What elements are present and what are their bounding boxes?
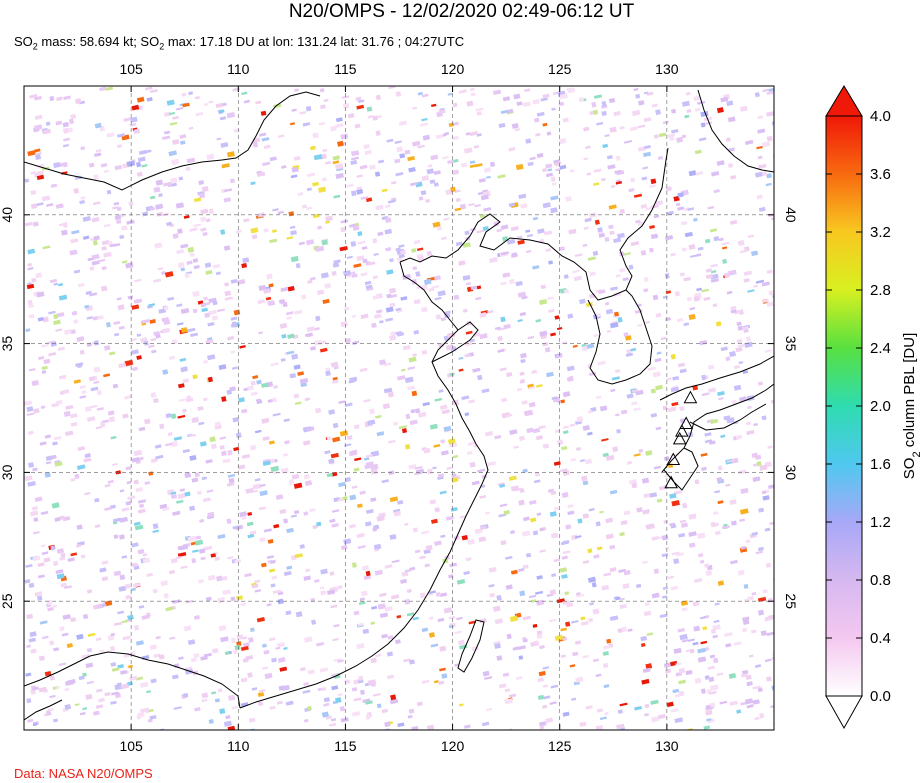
lon-tick-label-bottom: 115 xyxy=(334,738,357,754)
colorbar-tick-label: 0.8 xyxy=(870,572,891,589)
map-subtitle: SO2 mass: 58.694 kt; SO2 max: 17.18 DU a… xyxy=(14,34,465,52)
colorbar-tick-label: 2.8 xyxy=(870,282,891,299)
coastlines xyxy=(24,89,774,721)
lon-tick-label-top: 115 xyxy=(334,61,357,77)
map-background xyxy=(24,86,774,730)
lon-tick-label-bottom: 125 xyxy=(548,738,572,754)
colorbar-tick-label: 0.0 xyxy=(870,688,891,705)
lon-tick-label-bottom: 120 xyxy=(441,738,465,754)
triangle-icon xyxy=(664,475,678,489)
lon-tick-label-bottom: 105 xyxy=(119,738,143,754)
lon-tick-label-top: 105 xyxy=(119,61,143,77)
colorbar-tick-label: 2.4 xyxy=(870,340,891,357)
colorbar-label: SO2 column PBL [DU] xyxy=(901,333,923,479)
lat-tick-label-right: 25 xyxy=(783,593,799,609)
colorbar-max-arrow xyxy=(825,85,863,117)
colorbar-tick-label: 1.6 xyxy=(870,456,891,473)
axis-ticks: 105 105 110 110 115 115 120 120 125 125 130 130 40 40… xyxy=(0,61,799,754)
lat-tick-label-right: 30 xyxy=(783,465,799,481)
lat-tick-label-left: 35 xyxy=(0,336,15,352)
data-credit: Data: NASA N20/OMPS xyxy=(14,766,153,781)
triangle-icon xyxy=(679,416,693,429)
triangle-icon xyxy=(672,431,687,445)
lat-tick-label-left: 40 xyxy=(0,207,15,223)
colorbar: 4.0 3.6 3.2 2.8 2.4 2.0 1.6 1.2 0.8 0.4 0.0 SO2 co… xyxy=(825,85,923,730)
so2-pixel-layer xyxy=(24,86,774,730)
triangle-icon xyxy=(666,452,681,466)
lat-tick-label-left: 30 xyxy=(0,464,15,480)
map-frame xyxy=(23,85,775,731)
lon-tick-label-top: 130 xyxy=(655,61,679,77)
colorbar-tick-label: 3.6 xyxy=(870,166,891,183)
lon-tick-label-top: 120 xyxy=(441,61,465,77)
lat-tick-label-left: 25 xyxy=(0,593,15,609)
lon-tick-label-bottom: 130 xyxy=(655,738,679,754)
colorbar-tick-label: 0.4 xyxy=(870,630,891,647)
colorbar-tick-label: 2.0 xyxy=(870,398,891,415)
colorbar-min-arrow xyxy=(825,695,863,730)
colorbar-tick-label: 1.2 xyxy=(870,514,891,531)
map-title: N20/OMPS - 12/02/2020 02:49-06:12 UT xyxy=(288,1,635,22)
lon-tick-label-bottom: 110 xyxy=(227,738,250,754)
lat-tick-label-right: 35 xyxy=(783,336,799,352)
volcano-markers xyxy=(664,390,698,489)
triangle-icon xyxy=(683,390,698,404)
colorbar-tick-label: 4.0 xyxy=(870,108,891,125)
lat-tick-label-right: 40 xyxy=(783,207,799,223)
colorbar-tick-label: 3.2 xyxy=(870,224,891,241)
lon-tick-label-top: 125 xyxy=(548,61,572,77)
lon-tick-label-top: 110 xyxy=(227,61,250,77)
